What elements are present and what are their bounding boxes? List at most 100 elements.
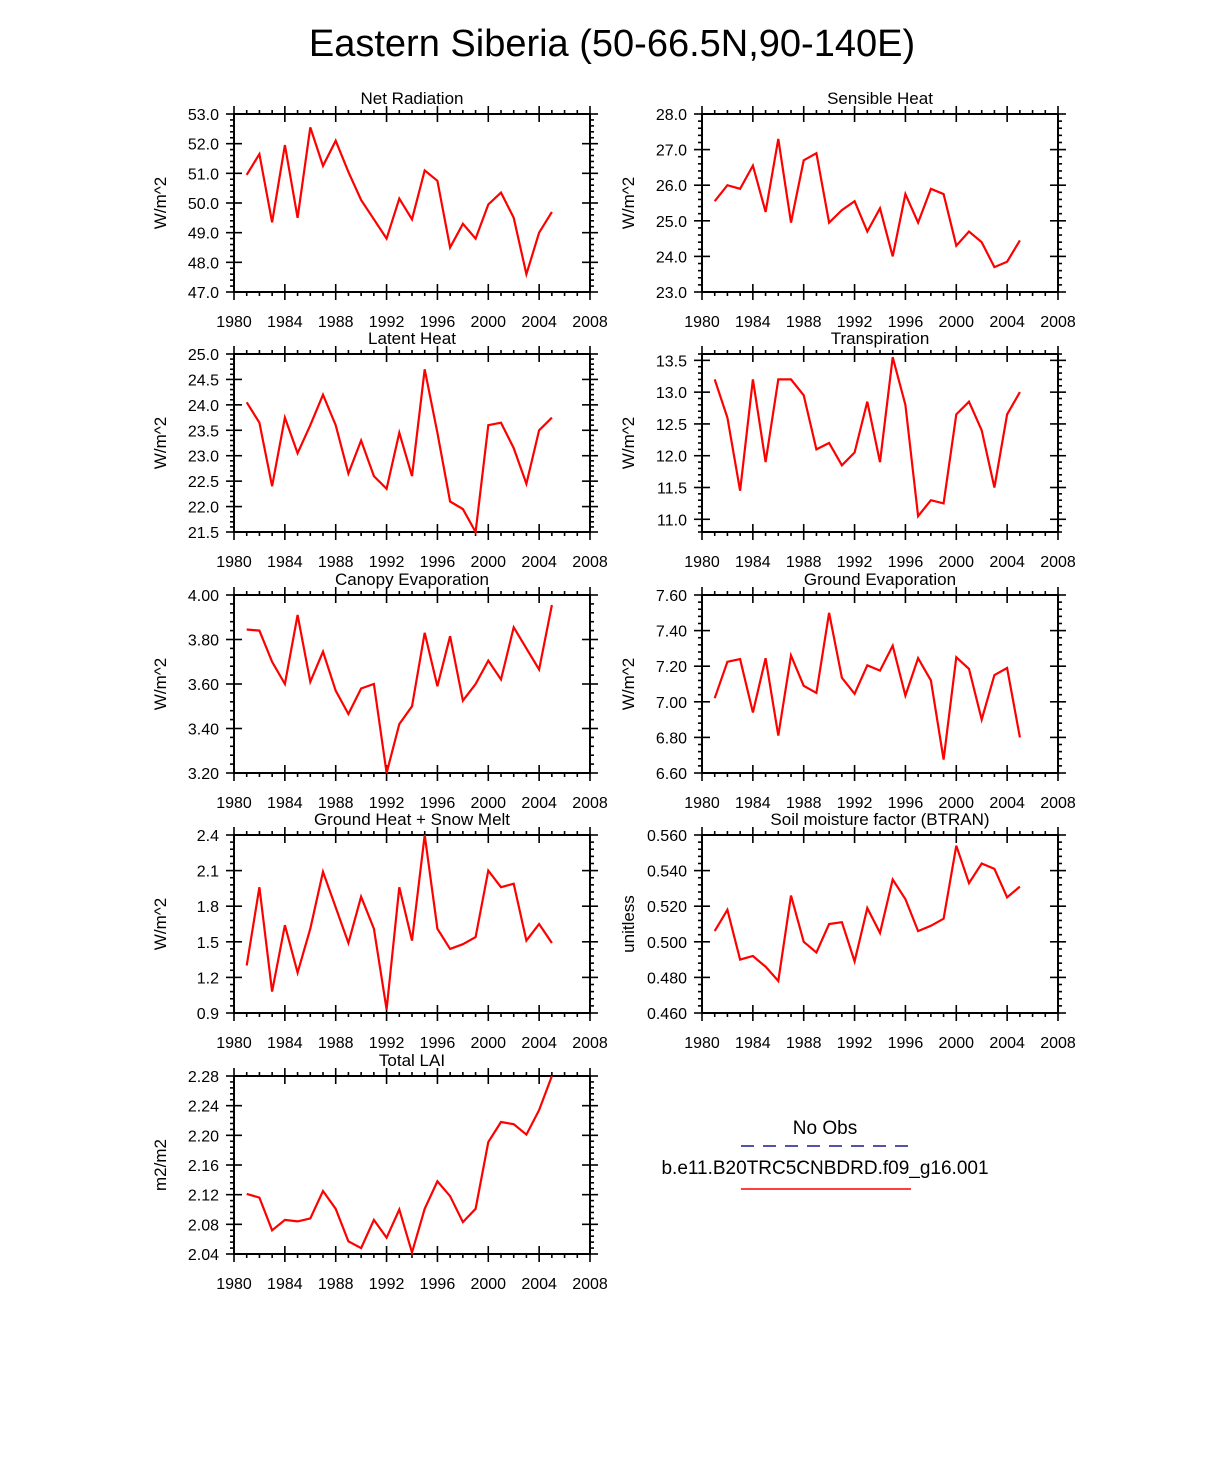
x-tick-label: 1992 <box>369 1276 405 1293</box>
x-tick-label: 2008 <box>1040 795 1076 812</box>
plot-frame <box>233 834 591 1014</box>
y-tick-label: 48.0 <box>188 255 219 272</box>
x-tick-label: 1996 <box>888 1035 924 1052</box>
y-tick-label: 25.0 <box>188 347 219 364</box>
y-tick-label: 13.5 <box>656 353 687 370</box>
y-tick-label: 22.5 <box>188 474 219 491</box>
y-tick-label: 23.5 <box>188 423 219 440</box>
legend-entry-label-1: b.e11.B20TRC5CNBDRD.f09_g16.001 <box>661 1158 988 1179</box>
y-axis-label: W/m^2 <box>151 177 170 229</box>
y-tick-label: 24.0 <box>656 249 687 266</box>
y-tick-label: 47.0 <box>188 285 219 302</box>
panel-title: Canopy Evaporation <box>335 570 489 589</box>
y-tick-label: 11.0 <box>657 512 687 529</box>
panel-title: Transpiration <box>831 329 930 348</box>
y-tick-label: 0.460 <box>647 1006 687 1023</box>
y-axis-label: unitless <box>619 895 638 953</box>
panel-title: Latent Heat <box>368 329 456 348</box>
plot-frame <box>701 353 1059 533</box>
x-tick-label: 1984 <box>735 1035 771 1052</box>
x-tick-label: 1996 <box>888 314 924 331</box>
y-tick-label: 7.60 <box>656 588 687 605</box>
y-axis-label: W/m^2 <box>151 658 170 710</box>
y-tick-label: 1.5 <box>197 935 219 952</box>
x-tick-label: 1992 <box>837 795 873 812</box>
x-tick-label: 1980 <box>216 314 252 331</box>
x-tick-label: 1980 <box>684 1035 720 1052</box>
x-tick-label: 1988 <box>318 314 354 331</box>
y-tick-label: 50.0 <box>188 196 219 213</box>
x-tick-label: 1980 <box>216 554 252 571</box>
panel-4: 1980 1984 1988 1992 1996 2000 2004 2008 11.0 11.5… <box>619 329 1076 571</box>
plot-frame <box>233 1075 591 1255</box>
x-tick-label: 2008 <box>1040 1035 1076 1052</box>
y-tick-label: 2.1 <box>197 864 219 881</box>
y-tick-label: 2.08 <box>188 1217 219 1234</box>
x-tick-label: 1984 <box>267 314 303 331</box>
x-tick-label: 1996 <box>888 795 924 812</box>
y-axis-label: W/m^2 <box>151 417 170 469</box>
panel-title: Ground Heat + Snow Melt <box>314 810 510 829</box>
y-tick-label: 27.0 <box>656 143 687 160</box>
x-tick-label: 1988 <box>318 795 354 812</box>
x-tick-label: 2008 <box>572 314 608 331</box>
y-tick-label: 0.560 <box>647 828 687 845</box>
x-tick-label: 2004 <box>989 554 1025 571</box>
y-axis-label: W/m^2 <box>151 898 170 950</box>
x-tick-label: 2008 <box>572 554 608 571</box>
y-tick-label: 1.8 <box>197 899 219 916</box>
y-tick-label: 0.500 <box>647 935 687 952</box>
x-tick-label: 1984 <box>735 795 771 812</box>
x-tick-label: 1996 <box>420 314 456 331</box>
y-tick-label: 7.20 <box>656 659 687 676</box>
x-tick-label: 2004 <box>989 1035 1025 1052</box>
x-tick-label: 2008 <box>572 1276 608 1293</box>
x-tick-label: 1992 <box>369 314 405 331</box>
x-tick-label: 1988 <box>318 1035 354 1052</box>
x-tick-label: 2004 <box>521 795 557 812</box>
plot-frame <box>233 594 591 774</box>
y-tick-label: 2.24 <box>188 1099 219 1116</box>
series-line-1 <box>713 138 1021 269</box>
panel-6: 1980 1984 1988 1992 1996 2000 2004 2008 6.60 6.80… <box>619 570 1076 812</box>
figure-title: Eastern Siberia (50-66.5N,90-140E) <box>309 23 915 65</box>
y-tick-label: 49.0 <box>188 226 219 243</box>
x-tick-label: 2004 <box>989 795 1025 812</box>
x-tick-label: 1992 <box>369 795 405 812</box>
x-tick-label: 1988 <box>786 1035 822 1052</box>
y-tick-label: 28.0 <box>656 107 687 124</box>
y-tick-label: 2.20 <box>188 1128 219 1145</box>
x-tick-label: 1980 <box>216 795 252 812</box>
y-tick-label: 24.5 <box>188 372 219 389</box>
series-line-1 <box>713 845 1021 984</box>
x-tick-label: 1992 <box>837 554 873 571</box>
x-tick-label: 1988 <box>318 554 354 571</box>
plot-frame <box>233 113 591 293</box>
panels: 1980 1984 1988 1992 1996 2000 2004 2008 47.0 48.0… <box>151 89 1076 1293</box>
y-tick-label: 2.4 <box>197 828 219 845</box>
x-tick-label: 2000 <box>470 554 506 571</box>
legend: No Obs b.e11.B20TRC5CNBDRD.f09_g16.001 <box>661 1118 989 1190</box>
x-tick-label: 1984 <box>267 795 303 812</box>
y-tick-label: 3.80 <box>188 633 219 650</box>
y-tick-label: 3.40 <box>188 722 219 739</box>
series-line-1 <box>246 604 553 774</box>
x-tick-label: 1980 <box>216 1035 252 1052</box>
x-tick-label: 2000 <box>938 1035 974 1052</box>
series-line-1 <box>246 1075 553 1257</box>
y-tick-label: 11.5 <box>657 481 687 498</box>
y-tick-label: 23.0 <box>656 285 687 302</box>
y-tick-label: 2.12 <box>188 1188 219 1205</box>
y-axis-label: W/m^2 <box>619 177 638 229</box>
plot-frame <box>701 113 1059 293</box>
panel-title: Total LAI <box>379 1051 445 1070</box>
y-tick-label: 26.0 <box>656 178 687 195</box>
y-tick-label: 2.04 <box>188 1247 219 1264</box>
series-line-1 <box>245 834 553 1010</box>
y-tick-label: 0.520 <box>647 899 687 916</box>
y-tick-label: 52.0 <box>188 137 219 154</box>
x-tick-label: 1980 <box>684 795 720 812</box>
y-tick-label: 7.00 <box>656 695 687 712</box>
x-tick-label: 1984 <box>735 314 771 331</box>
panel-7: 1980 1984 1988 1992 1996 2000 2004 2008 0.9 1.2 1.… <box>151 810 608 1052</box>
